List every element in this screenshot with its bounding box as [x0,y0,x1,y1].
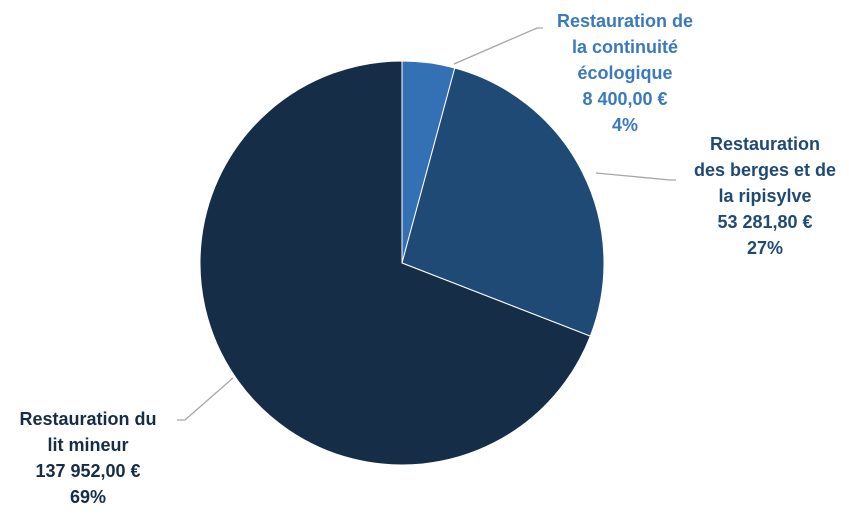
data-label-line: la continuité [572,37,678,57]
data-label-1: Restauration de la continuité écologique 8 … [557,11,693,135]
data-label-percent: 4% [612,115,638,135]
leader-line-2 [595,172,676,181]
data-label-line: Restauration [710,134,820,154]
data-label-line: Restauration de [557,11,693,31]
pie-slice-2 [401,67,605,337]
leader-lines [177,27,676,421]
data-label-percent: 69% [70,487,106,507]
leader-line-3 [177,377,234,421]
data-label-line: lit mineur [47,435,128,455]
data-labels: Restauration de la continuité écologique 8 … [19,11,836,507]
data-label-value: 8 400,00 € [582,89,667,109]
pie-slices [199,60,605,466]
data-label-3: Restauration du lit mineur 137 952,00 € 69% [19,409,156,507]
data-label-line: écologique [577,63,672,83]
data-label-line: des berges et de [694,160,836,180]
data-label-value: 53 281,80 € [717,212,812,232]
leader-line-1 [453,27,543,65]
data-label-percent: 27% [747,238,783,258]
data-label-value: 137 952,00 € [35,461,140,481]
data-label-2: Restauration des berges et de la ripisylve… [694,134,836,258]
data-label-line: Restauration du [19,409,156,429]
data-label-line: la ripisylve [718,186,811,206]
pie-slice-3 [199,60,591,466]
